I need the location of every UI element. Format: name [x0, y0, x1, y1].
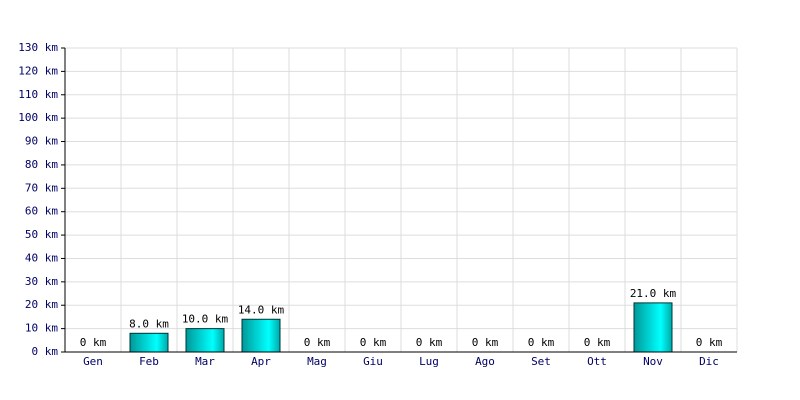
bar — [185, 328, 225, 353]
y-tick-label: 90 km — [25, 135, 58, 148]
x-tick-label: Lug — [419, 355, 439, 368]
y-tick-label: 60 km — [25, 205, 58, 218]
x-tick-label: Mar — [195, 355, 215, 368]
data-label: 14.0 km — [238, 303, 285, 316]
bar — [633, 302, 673, 353]
y-tick-label: 120 km — [18, 64, 58, 77]
data-label: 0 km — [304, 336, 331, 349]
data-label: 0 km — [584, 336, 611, 349]
data-label: 0 km — [696, 336, 723, 349]
y-tick-label: 70 km — [25, 181, 58, 194]
data-label: 0 km — [472, 336, 499, 349]
x-tick-label: Ago — [475, 355, 495, 368]
data-label: 0 km — [416, 336, 443, 349]
x-tick-label: Feb — [139, 355, 159, 368]
x-tick-label: Ott — [587, 355, 607, 368]
y-tick-label: 30 km — [25, 275, 58, 288]
y-tick-label: 100 km — [18, 111, 58, 124]
y-tick-label: 80 km — [25, 158, 58, 171]
data-label: 0 km — [528, 336, 555, 349]
y-tick-label: 110 km — [18, 88, 58, 101]
y-tick-label: 10 km — [25, 322, 58, 335]
bar — [241, 318, 281, 353]
x-tick-label: Dic — [699, 355, 719, 368]
x-tick-label: Giu — [363, 355, 383, 368]
data-label: 8.0 km — [129, 317, 169, 330]
x-tick-label: Mag — [307, 355, 327, 368]
y-tick-label: 0 km — [32, 345, 59, 358]
y-tick-label: 130 km — [18, 41, 58, 54]
x-tick-label: Set — [531, 355, 551, 368]
data-label: 0 km — [80, 336, 107, 349]
y-tick-label: 20 km — [25, 298, 58, 311]
data-label: 0 km — [360, 336, 387, 349]
data-label: 21.0 km — [630, 287, 677, 300]
y-tick-label: 40 km — [25, 251, 58, 264]
bar — [129, 332, 169, 353]
x-tick-label: Gen — [83, 355, 103, 368]
y-tick-label: 50 km — [25, 228, 58, 241]
data-label: 10.0 km — [182, 313, 229, 326]
x-tick-label: Nov — [643, 355, 663, 368]
x-tick-label: Apr — [251, 355, 271, 368]
